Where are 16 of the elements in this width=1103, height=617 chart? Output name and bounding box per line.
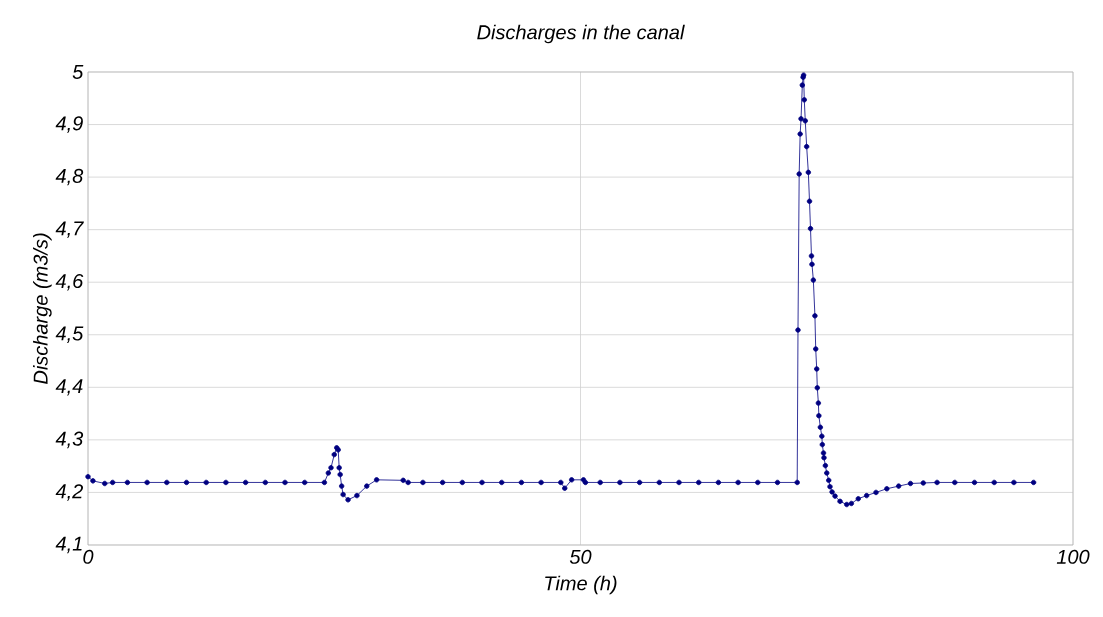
x-tick-label: 50	[569, 549, 592, 564]
y-tick-label: 4,9	[55, 116, 83, 133]
y-tick-label: 4,3	[55, 431, 84, 449]
y-axis-title: Discharge (m3/s)	[33, 233, 52, 385]
chart-title: Discharges in the canal	[477, 24, 685, 44]
y-tick-label: 4,4	[55, 379, 83, 396]
y-tick-label: 4,6	[55, 273, 84, 291]
y-tick-label: 4,7	[55, 221, 84, 238]
x-axis-title: Time (h)	[545, 575, 617, 595]
y-tick-label: 5	[72, 65, 84, 79]
y-tick-label: 4,2	[55, 484, 84, 501]
y-tick-label: 4,5	[55, 326, 84, 343]
x-tick-label: 0	[83, 549, 94, 564]
x-tick-label: 100	[1056, 549, 1090, 564]
y-tick-label: 4,8	[55, 168, 84, 186]
y-tick-label: 4,1	[55, 536, 82, 554]
